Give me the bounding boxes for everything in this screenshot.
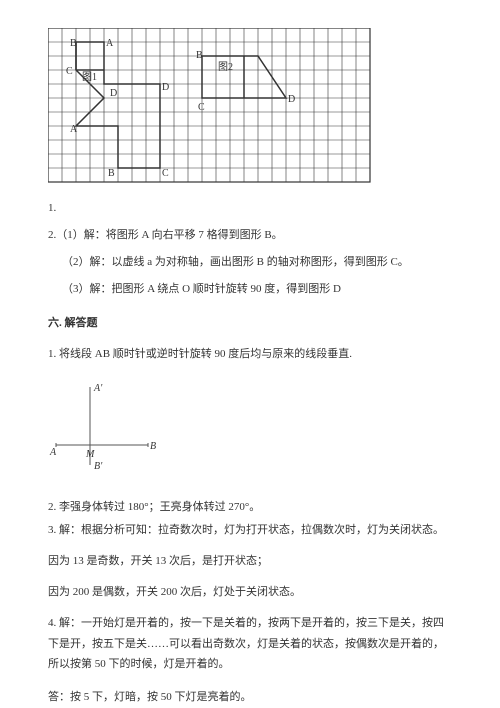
answer-3b: 因为 13 是奇数，开关 13 次后，是打开状态； [48, 551, 448, 572]
q2-part2: （2）解：以虚线 a 为对称轴，画出图形 B 的轴对称图形，得到图形 C。 [48, 252, 448, 273]
svg-text:A': A' [93, 383, 103, 394]
svg-text:B: B [196, 50, 203, 61]
section-6-title: 六. 解答题 [48, 313, 448, 334]
answer-4a: 4. 解：一开始灯是开着的，按一下是关着的，按两下是开着的，按三下是关，按四下是… [48, 613, 448, 676]
answer-3c: 因为 200 是偶数，开关 200 次后，灯处于关闭状态。 [48, 582, 448, 603]
svg-text:B: B [70, 38, 77, 49]
svg-text:C: C [162, 168, 169, 179]
q2-part3: （3）解：把图形 A 绕点 O 顺时针旋转 90 度，得到图形 D [48, 279, 448, 300]
svg-text:A: A [106, 38, 114, 49]
svg-text:B: B [150, 441, 156, 452]
answer-4b: 答：按 5 下，灯暗，按 50 下灯是亮着的。 [48, 687, 448, 708]
line-figure: A' A M B B' [48, 381, 448, 479]
svg-text:图1: 图1 [82, 71, 97, 83]
q2-part1: 2.（1）解：将图形 A 向右平移 7 格得到图形 B。 [48, 225, 448, 246]
svg-text:B: B [108, 168, 115, 179]
svg-text:C: C [66, 66, 73, 77]
svg-text:A: A [49, 447, 57, 458]
svg-text:M: M [85, 449, 95, 460]
svg-text:D: D [110, 88, 117, 99]
svg-text:C: C [198, 102, 205, 113]
grid-svg: B A 图1 D C A D B C B 图2 D C [48, 28, 372, 184]
answer-3a: 3. 解：根据分析可知：拉奇数次时，灯为打开状态，拉偶数次时，灯为关闭状态。 [48, 520, 448, 541]
svg-text:D: D [288, 94, 295, 105]
svg-text:图2: 图2 [218, 61, 233, 73]
svg-text:A: A [70, 124, 78, 135]
answer-1: 1. 将线段 AB 顺时针或逆时针旋转 90 度后均与原来的线段垂直. [48, 344, 448, 365]
grid-figure: B A 图1 D C A D B C B 图2 D C [48, 28, 448, 192]
line-svg: A' A M B B' [48, 381, 168, 471]
svg-text:B': B' [94, 461, 103, 471]
answer-2: 2. 李强身体转过 180°；王亮身体转过 270°。 [48, 497, 448, 518]
q1-number: 1. [48, 198, 448, 219]
svg-text:D: D [162, 82, 169, 93]
